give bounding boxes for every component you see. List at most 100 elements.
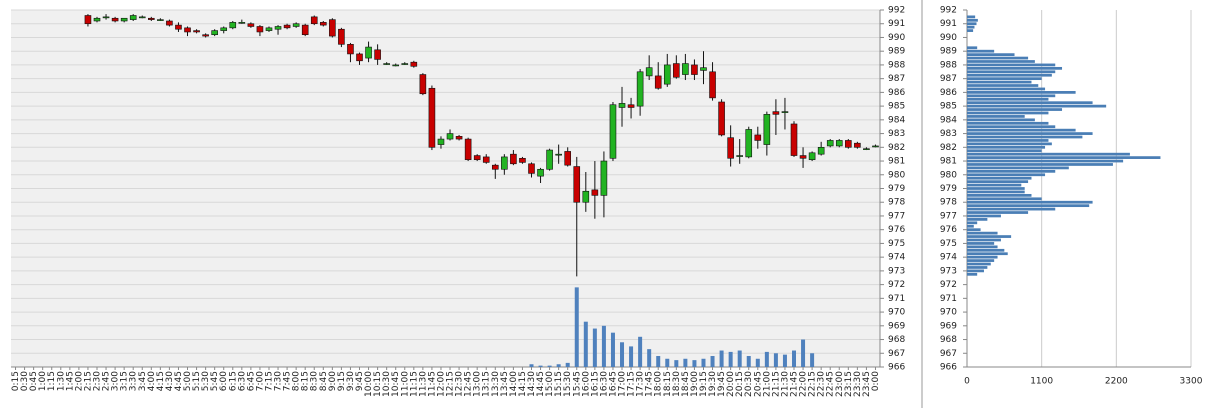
x-tick-label: 21:45 <box>790 371 800 397</box>
candle-body <box>148 17 155 20</box>
y-tick-label: 975 <box>888 239 905 249</box>
volume-bar <box>810 353 815 367</box>
candle-body <box>229 22 237 29</box>
x-tick-label: 9:45 <box>355 371 365 391</box>
profile-bar <box>967 269 984 273</box>
x-tick-label: 6:00 <box>219 371 229 391</box>
x-tick-label: 16:45 <box>608 371 618 397</box>
candle-body <box>473 155 481 160</box>
candle-body <box>274 26 282 30</box>
profile-bar <box>967 228 981 232</box>
candle-body <box>374 49 381 60</box>
x-tick-label: 5:00 <box>183 371 193 391</box>
y-tick-label: 969 <box>888 321 905 331</box>
candle-body <box>609 104 617 159</box>
x-tick-label: 1:15 <box>47 371 57 391</box>
x-tick-label: 5:45 <box>210 371 220 391</box>
candle-body <box>491 164 499 170</box>
y-tick-label: 981 <box>940 157 957 167</box>
y-tick-label: 974 <box>940 253 957 263</box>
candle-body <box>736 155 743 157</box>
x-tick-label: 3:45 <box>138 371 148 391</box>
candle-body <box>166 20 173 26</box>
x-tick-label: 23:15 <box>844 371 854 397</box>
profile-bar <box>967 262 991 266</box>
x-tick-label: 1:45 <box>65 371 75 391</box>
x-tick-label: 3300 <box>1180 377 1203 387</box>
profile-bar <box>967 173 1046 177</box>
candle-body <box>238 22 246 24</box>
x-tick-label: 23:45 <box>862 371 872 397</box>
x-tick-label: 10:15 <box>373 371 383 397</box>
x-tick-label: 2:45 <box>102 371 112 391</box>
candle-body <box>754 134 762 141</box>
y-tick-label: 968 <box>888 335 905 345</box>
y-tick-label: 990 <box>888 33 905 43</box>
x-tick-label: 11:00 <box>400 371 410 397</box>
x-tick-label: 1:30 <box>56 371 66 391</box>
candle-body <box>709 71 716 99</box>
profile-bar <box>967 255 998 259</box>
volume-bar <box>629 346 634 367</box>
candle-body <box>265 27 273 31</box>
profile-bar <box>967 242 995 245</box>
candle-body <box>202 34 209 37</box>
x-tick-label: 17:00 <box>618 371 628 397</box>
x-tick-label: 6:45 <box>246 371 256 391</box>
x-tick-label: 23:00 <box>835 371 845 397</box>
candle-body <box>211 30 218 36</box>
x-tick-label: 22:30 <box>817 371 827 397</box>
candle-body <box>247 23 255 27</box>
candle-body <box>682 63 689 75</box>
profile-bar <box>967 224 974 228</box>
profile-bar <box>967 231 998 235</box>
x-tick-label: 14:45 <box>536 371 546 397</box>
y-tick-label: 991 <box>940 19 957 29</box>
y-tick-label: 989 <box>888 47 905 57</box>
candle-body <box>564 151 572 166</box>
x-tick-label: 10:30 <box>382 371 392 397</box>
x-tick-label: 17:30 <box>636 371 646 397</box>
candle-body <box>826 140 834 147</box>
x-tick-label: 5:15 <box>192 371 202 391</box>
x-tick-label: 4:00 <box>147 371 157 391</box>
candle-body <box>835 140 843 147</box>
volume-bar <box>764 351 769 367</box>
x-tick-label: 18:30 <box>672 371 682 397</box>
y-tick-label: 986 <box>888 88 905 98</box>
candle-body <box>437 138 445 145</box>
candle-body <box>555 153 562 156</box>
candle-body <box>220 27 228 31</box>
y-tick-label: 970 <box>888 308 905 318</box>
profile-bar <box>967 204 1090 208</box>
x-tick-label: 3:15 <box>120 371 130 391</box>
volume-bar <box>773 353 778 367</box>
candle-body <box>663 64 671 85</box>
x-tick-label: 22:45 <box>826 371 836 397</box>
x-tick-label: 17:15 <box>627 371 637 397</box>
profile-bar <box>967 149 1042 153</box>
x-tick-label: 5:30 <box>201 371 211 391</box>
y-tick-label: 983 <box>888 129 905 139</box>
candle-body <box>600 160 608 196</box>
profile-bar <box>967 77 1042 81</box>
volume-bar <box>620 342 625 367</box>
volume-bar <box>755 358 760 367</box>
x-tick-label: 19:15 <box>699 371 709 397</box>
x-tick-label: 19:45 <box>717 371 727 397</box>
x-tick-label: 15:15 <box>554 371 564 397</box>
x-tick-label: 2:15 <box>83 371 93 391</box>
profile-bar <box>967 121 1049 125</box>
candle-body <box>383 63 390 65</box>
x-tick-label: 15:00 <box>545 371 555 397</box>
y-tick-label: 977 <box>940 211 957 221</box>
profile-bar <box>967 218 988 221</box>
volume-bar <box>529 364 534 367</box>
y-tick-label: 980 <box>888 170 905 180</box>
candle-body <box>854 142 861 148</box>
candle-body <box>329 19 336 37</box>
y-tick-label: 988 <box>888 60 905 70</box>
x-tick-label: 12:15 <box>446 371 456 397</box>
profile-bar <box>967 266 988 269</box>
